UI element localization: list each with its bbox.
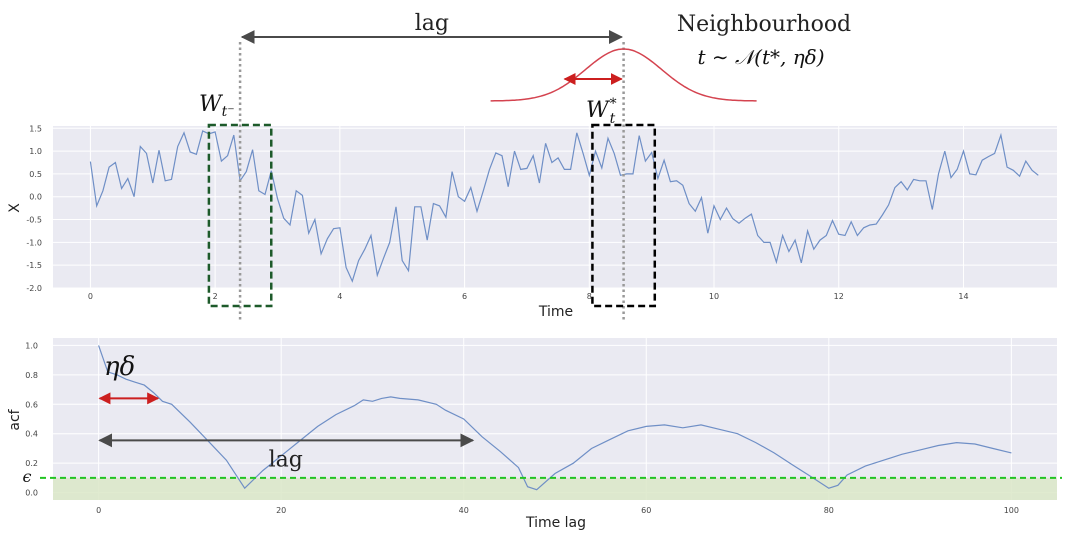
time-series-y-tick: -2.0 — [26, 284, 42, 293]
annotations: lag Neighbourhood t ∼ 𝒩(t*, ηδ) Wt⁻ W* t … — [98, 11, 851, 472]
time-series-y-tick: 0.0 — [29, 193, 42, 202]
acf-x-tick: 20 — [276, 506, 286, 515]
time-series-grid — [53, 126, 1057, 289]
time-series-x-tick: 12 — [834, 292, 844, 301]
threshold-region — [53, 477, 1057, 500]
top-lag-label: lag — [415, 11, 449, 36]
time-series-line — [89, 130, 1039, 283]
neighbourhood-formula: t ∼ 𝒩(t*, ηδ) — [697, 45, 824, 69]
window-t-star-box — [591, 123, 657, 308]
neighbourhood-title: Neighbourhood — [677, 12, 851, 37]
time-series-ticks: 0 2 4 6 8 10 12 14 1.5 1.0 0.5 0.0 -0.5 -1.0 -1.5 -2.0 — [26, 124, 968, 301]
time-series-y-label: X — [7, 203, 23, 213]
time-series-x-tick: 4 — [337, 292, 342, 301]
time-series-x-tick: 10 — [709, 292, 719, 301]
time-series-y-tick: 1.0 — [29, 147, 42, 156]
time-series-y-tick: -1.5 — [26, 261, 42, 270]
time-series-x-tick: 8 — [587, 292, 592, 301]
acf-y-tick: 0.2 — [25, 459, 38, 468]
acf-x-tick: 60 — [641, 506, 651, 515]
acf-x-tick: 100 — [1004, 506, 1019, 515]
time-series-x-tick: 0 — [88, 292, 93, 301]
time-series-x-tick: 2 — [213, 292, 218, 301]
time-series-y-tick: 0.5 — [29, 170, 42, 179]
eta-delta-label: ηδ — [104, 352, 135, 382]
acf-y-label: acf — [7, 408, 23, 430]
acf-y-tick: 0.6 — [25, 400, 38, 409]
acf-x-tick: 80 — [824, 506, 834, 515]
time-series-plot-area — [53, 126, 1057, 288]
acf-ticks: 0 20 40 60 80 100 1.0 0.8 0.6 0.4 0.2 0.0 — [25, 341, 1019, 515]
time-series-y-tick: -0.5 — [26, 216, 42, 225]
time-series-x-label: Time — [538, 304, 573, 320]
window-t-star-label: W* t — [586, 96, 617, 127]
time-series-x-tick: 6 — [462, 292, 467, 301]
neighbourhood-bell-curve — [490, 48, 757, 102]
time-series-panel: 0 2 4 6 8 10 12 141.51.00.50.0-0.5-1.0-1.5-2.0 … — [7, 124, 1057, 320]
acf-y-tick: 0.4 — [25, 430, 38, 439]
acf-y-tick: 0.8 — [25, 371, 38, 380]
acf-x-tick: 40 — [459, 506, 469, 515]
acf-plot-area — [53, 338, 1057, 500]
epsilon-label: ϵ — [23, 467, 32, 486]
acf-y-tick: 1.0 — [25, 341, 38, 350]
time-series-y-tick: 1.5 — [29, 124, 42, 133]
bottom-lag-label: lag — [269, 447, 303, 472]
time-series-y-tick: -1.0 — [26, 238, 42, 247]
window-t-minus-label: Wt⁻ — [199, 92, 235, 120]
acf-y-tick: 0.0 — [25, 489, 38, 498]
time-series-x-tick: 14 — [958, 292, 968, 301]
acf-x-tick: 0 — [96, 506, 101, 515]
acf-x-label: Time lag — [525, 515, 586, 531]
window-t-minus-box — [207, 123, 273, 308]
